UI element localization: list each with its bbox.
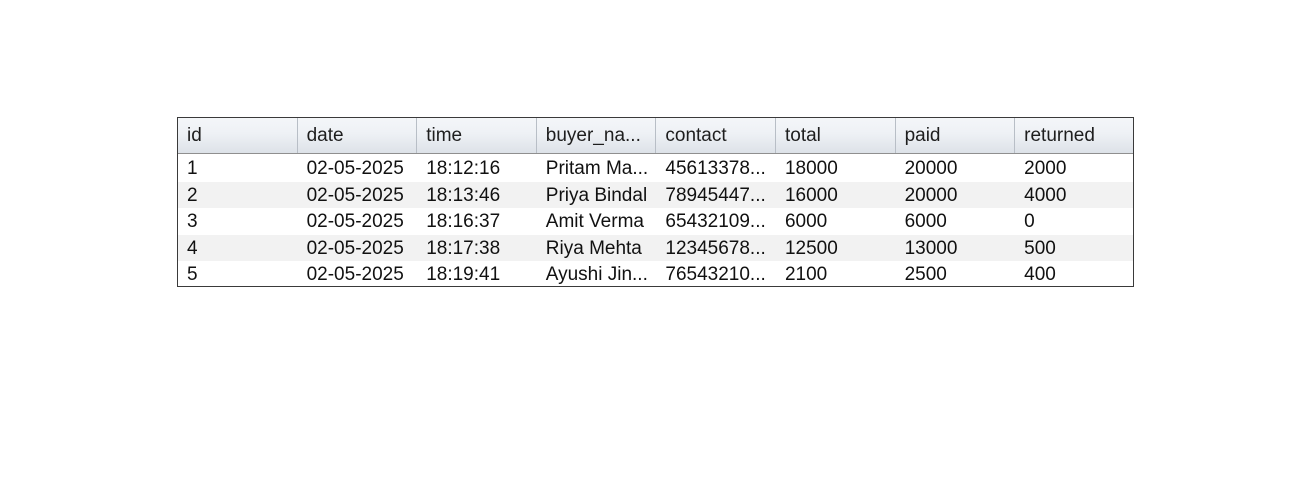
table-header: id date time buyer_na... contact total p… (178, 118, 1133, 154)
cell-time[interactable]: 18:12:16 (426, 158, 501, 179)
cell-returned[interactable]: 2000 (1024, 158, 1067, 179)
cell-time[interactable]: 18:17:38 (426, 237, 501, 259)
cell-total[interactable]: 16000 (784, 184, 838, 206)
cell-paid[interactable]: 13000 (904, 237, 958, 259)
cell-total[interactable]: 6000 (784, 211, 828, 232)
cell-buyer-name[interactable]: Amit Verma (545, 211, 644, 232)
cell-id[interactable]: 2 (187, 184, 198, 206)
cell-date[interactable]: 02-05-2025 (306, 211, 404, 232)
cell-contact[interactable]: 76543210... (665, 264, 766, 285)
cell-returned[interactable]: 4000 (1024, 184, 1067, 206)
cell-contact[interactable]: 65432109... (665, 211, 766, 232)
cell-returned[interactable]: 500 (1024, 237, 1056, 259)
column-header-buyer-name[interactable]: buyer_na... (537, 118, 657, 153)
column-header-time[interactable]: time (417, 118, 537, 153)
cell-paid[interactable]: 20000 (904, 184, 958, 206)
table-row[interactable]: 3 02-05-2025 18:16:37 Amit Verma 6543210… (178, 208, 1133, 235)
table-body: 1 02-05-2025 18:12:16 Pritam Ma... 45613… (178, 155, 1133, 286)
column-header-total[interactable]: total (776, 118, 896, 153)
cell-buyer-name[interactable]: Ayushi Jin... (545, 264, 648, 285)
column-header-date[interactable]: date (298, 118, 418, 153)
cell-date[interactable]: 02-05-2025 (306, 264, 404, 285)
cell-time[interactable]: 18:19:41 (426, 264, 501, 285)
cell-id[interactable]: 1 (187, 158, 198, 179)
cell-buyer-name[interactable]: Riya Mehta (545, 237, 642, 259)
cell-returned[interactable]: 0 (1024, 211, 1035, 232)
table-row[interactable]: 2 02-05-2025 18:13:46 Priya Bindal 78945… (178, 181, 1133, 208)
column-header-id[interactable]: id (178, 118, 298, 153)
cell-time[interactable]: 18:16:37 (426, 211, 501, 232)
table-row[interactable]: 5 02-05-2025 18:19:41 Ayushi Jin... 7654… (178, 261, 1133, 286)
table-row[interactable]: 4 02-05-2025 18:17:38 Riya Mehta 1234567… (178, 234, 1133, 261)
cell-returned[interactable]: 400 (1024, 264, 1056, 285)
cell-date[interactable]: 02-05-2025 (306, 184, 404, 206)
cell-total[interactable]: 18000 (784, 158, 838, 179)
cell-total[interactable]: 2100 (784, 264, 828, 285)
data-table: id date time buyer_na... contact total p… (177, 117, 1134, 287)
cell-paid[interactable]: 2500 (904, 264, 947, 285)
cell-contact[interactable]: 12345678... (665, 237, 766, 259)
cell-buyer-name[interactable]: Priya Bindal (545, 184, 648, 206)
cell-paid[interactable]: 20000 (904, 158, 958, 179)
cell-contact[interactable]: 45613378... (665, 158, 766, 179)
cell-time[interactable]: 18:13:46 (426, 184, 501, 206)
cell-date[interactable]: 02-05-2025 (306, 237, 404, 259)
cell-id[interactable]: 4 (187, 237, 198, 259)
cell-total[interactable]: 12500 (784, 237, 838, 259)
table-row[interactable]: 1 02-05-2025 18:12:16 Pritam Ma... 45613… (178, 155, 1133, 182)
cell-paid[interactable]: 6000 (904, 211, 947, 232)
column-header-returned[interactable]: returned (1024, 125, 1095, 146)
column-header-contact[interactable]: contact (656, 118, 776, 153)
cell-contact[interactable]: 78945447... (665, 184, 766, 206)
cell-id[interactable]: 3 (187, 211, 198, 232)
cell-buyer-name[interactable]: Pritam Ma... (545, 158, 649, 179)
cell-date[interactable]: 02-05-2025 (306, 158, 404, 179)
column-header-paid[interactable]: paid (896, 118, 1016, 153)
cell-id[interactable]: 5 (187, 264, 198, 285)
